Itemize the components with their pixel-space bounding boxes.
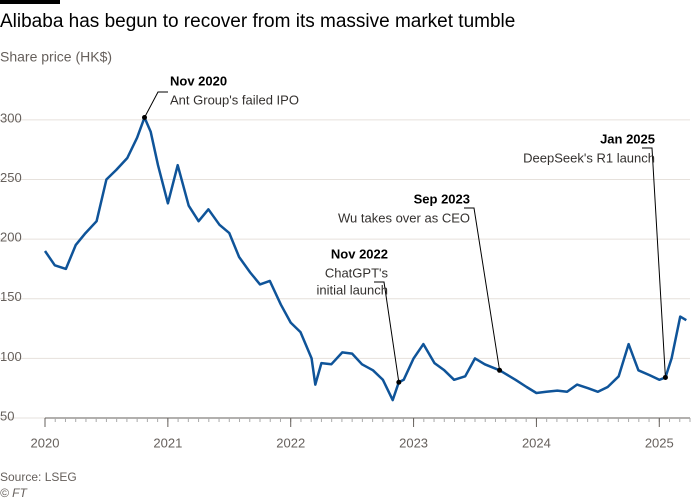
credit: © FT [0, 486, 29, 500]
top-bar [0, 0, 60, 4]
annotation-text: DeepSeek's R1 launch [523, 150, 655, 165]
annotation-point [142, 114, 148, 120]
x-tick-label: 2020 [31, 435, 60, 450]
x-tick-label: 2025 [645, 435, 674, 450]
y-tick-label: 250 [0, 170, 22, 185]
x-tick-label: 2023 [399, 435, 428, 450]
annotation-date: Nov 2020 [170, 73, 227, 88]
subtitle: Share price (HK$) [0, 49, 112, 65]
annotation-date: Nov 2022 [331, 246, 388, 261]
annotation-leader [642, 147, 666, 378]
annotation-text: Wu takes over as CEO [338, 210, 470, 225]
annotation-leader [144, 91, 168, 118]
x-tick-label: 2024 [522, 435, 551, 450]
y-tick-label: 100 [0, 349, 22, 364]
annotation-leader [374, 281, 400, 383]
annotation-text: initial launch [316, 282, 388, 297]
annotation-leader [464, 207, 501, 371]
annotation-date: Sep 2023 [414, 191, 470, 206]
y-tick-label: 200 [0, 230, 22, 245]
x-tick-label: 2021 [153, 435, 182, 450]
x-tick-label: 2022 [276, 435, 305, 450]
chart-title: Alibaba has begun to recover from its ma… [0, 11, 515, 32]
annotation-text: ChatGPT's [325, 265, 389, 280]
annotation-point [396, 379, 402, 385]
annotation-date: Jan 2025 [600, 131, 655, 146]
annotation-text: Ant Group's failed IPO [170, 92, 299, 107]
annotation-point [662, 374, 668, 380]
y-tick-label: 50 [0, 408, 14, 423]
y-tick-label: 300 [0, 110, 22, 125]
y-tick-label: 150 [0, 289, 22, 304]
source: Source: LSEG [0, 470, 77, 484]
price-line [43, 116, 687, 402]
annotation-point [497, 367, 503, 373]
